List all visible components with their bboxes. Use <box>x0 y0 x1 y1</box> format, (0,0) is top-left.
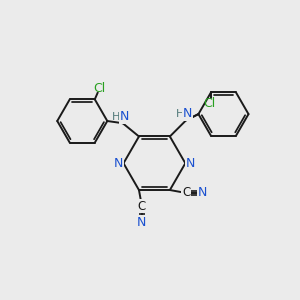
Text: N: N <box>113 157 123 170</box>
Text: N: N <box>198 187 207 200</box>
Text: C: C <box>182 187 190 200</box>
Text: Cl: Cl <box>93 82 105 95</box>
Text: Cl: Cl <box>203 97 216 110</box>
Text: N: N <box>119 110 129 123</box>
Text: N: N <box>137 216 147 229</box>
Text: H: H <box>176 109 184 119</box>
Text: C: C <box>138 200 146 213</box>
Text: N: N <box>186 157 195 170</box>
Text: H: H <box>112 112 121 122</box>
Text: N: N <box>183 107 192 120</box>
